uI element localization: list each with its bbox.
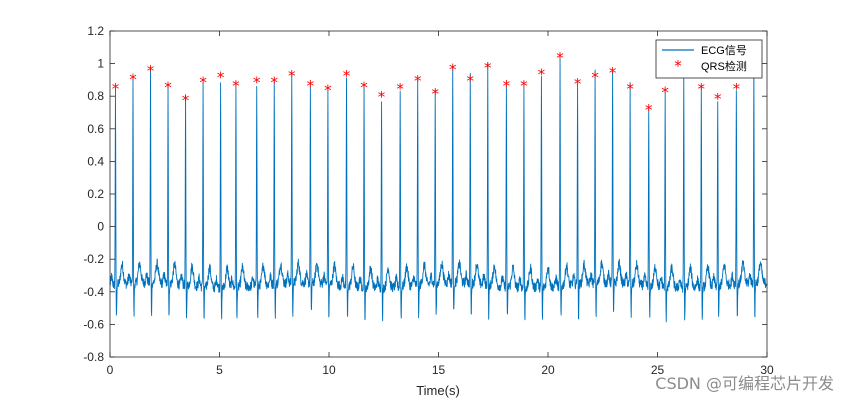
qrs-marker: *	[698, 80, 706, 98]
y-tick-label: 1	[97, 57, 104, 71]
qrs-marker: *	[574, 75, 582, 93]
y-axis-ticks: -0.8 -0.6 -0.4 -0.2 0 0.2 0.4 0.6 0.8 1 1.2	[83, 24, 767, 364]
legend-ecg-label: ECG信号	[701, 44, 747, 57]
qrs-marker: *	[556, 49, 564, 67]
qrs-marker: *	[449, 60, 457, 78]
y-tick-label: 0.2	[87, 187, 104, 201]
qrs-marker: *	[307, 77, 315, 95]
x-tick-label: 25	[651, 363, 665, 377]
qrs-marker: *	[182, 91, 190, 109]
y-tick-label: -0.2	[83, 252, 104, 266]
x-axis-title: Time(s)	[416, 383, 460, 398]
qrs-marker: *	[343, 67, 351, 85]
qrs-marker: *	[129, 70, 137, 88]
qrs-marker: *	[503, 77, 511, 95]
legend-qrs-marker: *	[674, 57, 682, 75]
y-tick-label: -0.8	[83, 350, 104, 364]
qrs-marker: *	[232, 77, 240, 95]
watermark: CSDN @可编程芯片开发	[655, 374, 834, 393]
x-tick-label: 20	[541, 363, 555, 377]
qrs-marker: *	[217, 69, 225, 87]
y-tick-label: 0.8	[87, 89, 104, 103]
qrs-marker: *	[431, 85, 439, 103]
x-axis-ticks: 0 5 10 15 20 25 30	[107, 31, 774, 377]
x-tick-label: 10	[322, 363, 336, 377]
qrs-marker: *	[591, 69, 599, 87]
y-tick-label: 0	[97, 220, 104, 234]
plot-area	[110, 31, 767, 357]
y-tick-label: -0.6	[83, 317, 104, 331]
x-tick-label: 0	[107, 363, 114, 377]
x-tick-label: 5	[216, 363, 223, 377]
x-tick-label: 15	[432, 363, 446, 377]
x-tick-label: 30	[760, 363, 774, 377]
qrs-marker: *	[253, 74, 261, 92]
qrs-marker: *	[520, 77, 528, 95]
qrs-marker: *	[199, 74, 207, 92]
qrs-marker-layer: *************************************	[112, 49, 758, 119]
qrs-marker: *	[288, 67, 296, 85]
qrs-marker: *	[378, 88, 386, 106]
y-tick-label: 0.6	[87, 122, 104, 136]
qrs-marker: *	[112, 80, 120, 98]
y-tick-label: 0.4	[87, 154, 104, 168]
qrs-marker: *	[147, 62, 155, 80]
qrs-marker: *	[271, 74, 279, 92]
qrs-marker: *	[164, 78, 172, 96]
qrs-marker: *	[396, 80, 404, 98]
qrs-marker: *	[324, 82, 332, 100]
qrs-marker: *	[609, 64, 617, 82]
qrs-marker: *	[360, 78, 368, 96]
qrs-marker: *	[626, 80, 634, 98]
ecg-signal-line	[109, 55, 768, 323]
qrs-marker: *	[484, 59, 492, 77]
qrs-marker: *	[467, 72, 475, 90]
qrs-marker: *	[414, 72, 422, 90]
qrs-marker: *	[733, 80, 741, 98]
qrs-marker: *	[661, 83, 669, 101]
legend: ECG信号 * QRS检测	[655, 39, 763, 79]
y-tick-label: -0.4	[83, 285, 104, 299]
qrs-marker: *	[714, 90, 722, 108]
ecg-signal-layer	[109, 55, 768, 323]
qrs-marker: *	[645, 101, 653, 119]
legend-qrs-label: QRS检测	[701, 59, 747, 73]
legend-box	[655, 39, 763, 79]
y-tick-label: 1.2	[87, 24, 104, 38]
qrs-marker: *	[538, 65, 546, 83]
